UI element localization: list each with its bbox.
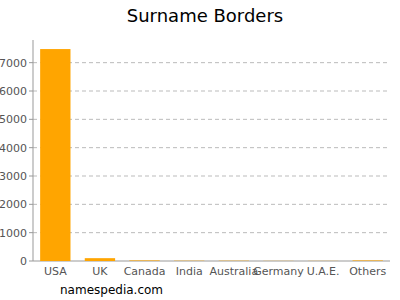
title: Surname Borders bbox=[127, 5, 283, 26]
tick-mark bbox=[29, 91, 33, 92]
tick-mark bbox=[29, 119, 33, 120]
bars bbox=[40, 49, 383, 261]
bar bbox=[174, 260, 204, 261]
bar bbox=[129, 260, 159, 261]
grid-line bbox=[33, 91, 390, 92]
category-label: UK bbox=[92, 265, 108, 278]
tick-label: 1000 bbox=[0, 227, 27, 240]
grid-line bbox=[33, 147, 390, 148]
grid-line bbox=[33, 62, 390, 63]
tick-label: 3000 bbox=[0, 170, 27, 183]
tick-mark bbox=[29, 204, 33, 205]
grid-line bbox=[33, 119, 390, 120]
tick-mark bbox=[29, 261, 33, 262]
y-axis bbox=[33, 40, 34, 261]
tick-mark bbox=[29, 147, 33, 148]
category-label: U.A.E. bbox=[307, 265, 340, 278]
tick-label: 5000 bbox=[0, 113, 27, 126]
category-label: India bbox=[176, 265, 203, 278]
tick-mark bbox=[29, 176, 33, 177]
tick-label: 0 bbox=[20, 255, 27, 268]
category-label: Canada bbox=[124, 265, 166, 278]
bar bbox=[40, 49, 70, 261]
chart: Surname Borders 0 1000 2000 3000 4000 5000 6000… bbox=[0, 0, 400, 300]
tick-label: 4000 bbox=[0, 142, 27, 155]
grid-line bbox=[33, 232, 390, 233]
tick-mark bbox=[29, 62, 33, 63]
category-label: USA bbox=[44, 265, 67, 278]
tick-label: 6000 bbox=[0, 85, 27, 98]
bar bbox=[219, 260, 249, 261]
chart-container: Surname Borders 0 1000 2000 3000 4000 5000 6000… bbox=[0, 0, 400, 300]
bar bbox=[353, 260, 383, 261]
grid-line bbox=[33, 204, 390, 205]
bar bbox=[85, 258, 115, 261]
tick-label: 2000 bbox=[0, 198, 27, 211]
grid-line bbox=[33, 176, 390, 177]
category-label: Others bbox=[349, 265, 386, 278]
tick-mark bbox=[29, 232, 33, 233]
annotation: namespedia.com bbox=[60, 283, 163, 297]
category-label: Germany bbox=[253, 265, 304, 278]
bar bbox=[263, 260, 293, 261]
bar bbox=[308, 260, 338, 261]
category-label: Australia bbox=[209, 265, 258, 278]
tick-label: 7000 bbox=[0, 57, 27, 70]
